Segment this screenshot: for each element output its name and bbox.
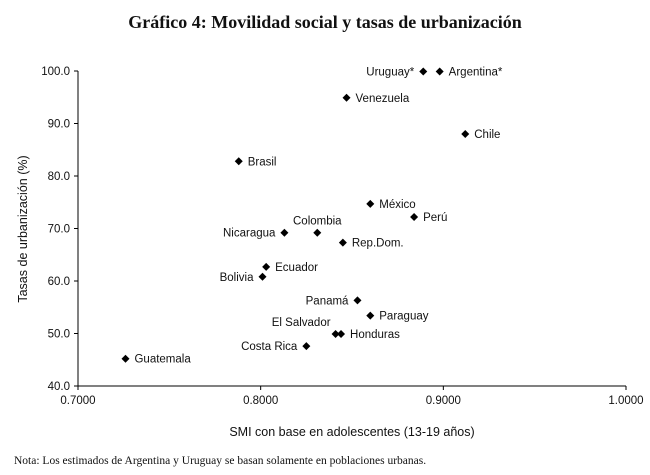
data-point-label: Chile — [474, 129, 500, 141]
data-point-marker — [342, 93, 351, 102]
data-point-marker — [121, 354, 130, 363]
data-point-marker — [435, 67, 444, 76]
data-point-marker — [410, 212, 419, 221]
data-point-label: Perú — [423, 212, 447, 224]
y-tick-label: 70.0 — [48, 224, 70, 236]
x-tick-label: 1.0000 — [608, 395, 643, 407]
data-point-marker — [302, 342, 311, 351]
data-point-label: Brasil — [248, 156, 277, 168]
data-point-label: Venezuela — [356, 93, 410, 105]
y-tick-label: 40.0 — [48, 381, 70, 393]
data-point-label: Rep.Dom. — [352, 238, 404, 250]
data-point-label: Panamá — [306, 295, 349, 307]
data-point-label: Guatemala — [134, 354, 191, 366]
y-axis-label: Tasas de urbanización (%) — [16, 155, 30, 302]
data-point-label: El Salvador — [272, 317, 331, 329]
data-point-marker — [366, 311, 375, 320]
data-point-marker — [419, 67, 428, 76]
data-point-label: Argentina* — [449, 67, 503, 79]
y-tick-label: 60.0 — [48, 276, 70, 288]
chart-point-labels: Uruguay* Argentina* Venezuela Chile Brasil Mé… — [134, 67, 502, 366]
y-tick-label: 50.0 — [48, 329, 70, 341]
y-tick-label: 80.0 — [48, 171, 70, 183]
data-point-label: Bolivia — [220, 272, 254, 284]
data-point-label: Colombia — [293, 216, 342, 228]
data-point-marker — [353, 296, 362, 305]
data-point-label: México — [379, 199, 415, 211]
data-point-marker — [313, 228, 322, 237]
chart-points — [121, 67, 470, 363]
data-point-marker — [234, 157, 243, 166]
data-point-label: Costa Rica — [241, 341, 298, 353]
x-tick-label: 0.7000 — [60, 395, 95, 407]
y-tick-label: 100.0 — [41, 66, 70, 78]
x-tick-label: 0.8000 — [243, 395, 278, 407]
chart-title: Gráfico 4: Movilidad social y tasas de u… — [128, 12, 522, 32]
data-point-label: Ecuador — [275, 262, 318, 274]
data-point-label: Paraguay — [379, 311, 428, 323]
chart-note: Nota: Los estimados de Argentina y Urugu… — [14, 455, 427, 467]
data-point-marker — [337, 330, 346, 339]
data-point-label: Nicaragua — [223, 228, 276, 240]
x-axis-label: SMI con base en adolescentes (13-19 años… — [229, 425, 474, 439]
data-point-marker — [338, 238, 347, 247]
data-point-label: Honduras — [350, 329, 400, 341]
data-point-marker — [366, 199, 375, 208]
chart-ticks: 40.0 50.0 60.0 70.0 80.0 90.0 100.0 0.7000 0.800… — [41, 66, 643, 407]
y-tick-label: 90.0 — [48, 119, 70, 131]
data-point-label: Uruguay* — [366, 67, 414, 79]
data-point-marker — [280, 228, 289, 237]
data-point-marker — [461, 130, 470, 138]
data-point-marker — [331, 330, 340, 339]
x-tick-label: 0.9000 — [426, 395, 461, 407]
data-point-marker — [262, 262, 271, 271]
data-point-marker — [258, 272, 267, 281]
